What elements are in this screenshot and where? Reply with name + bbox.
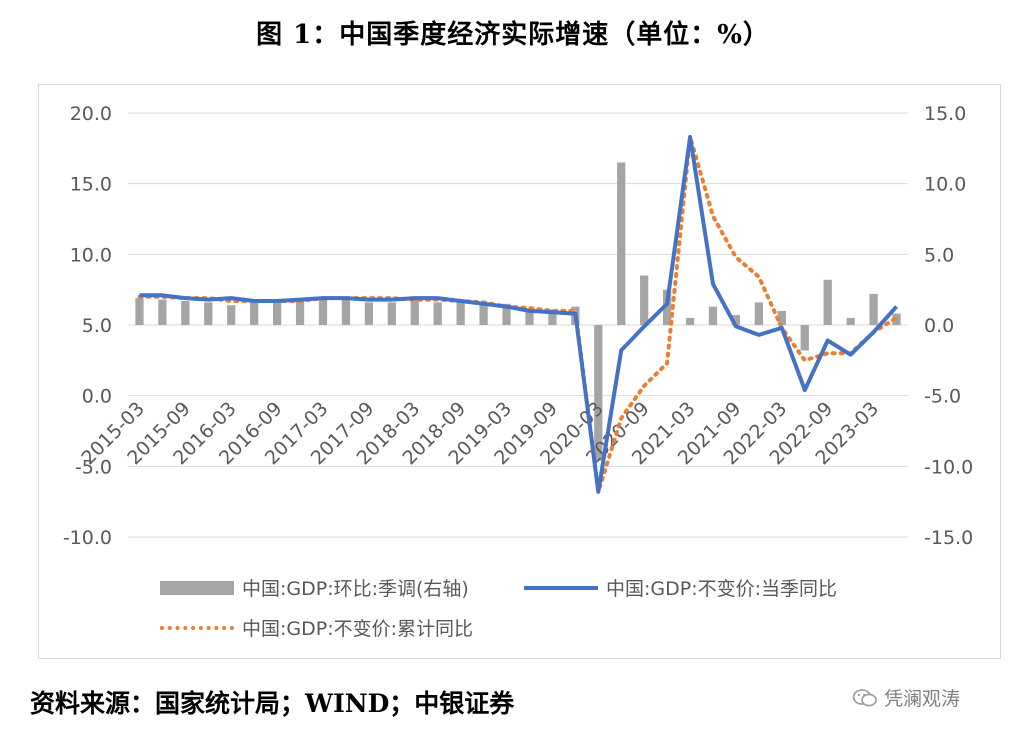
legend-label-bars: 中国:GDP:环比:季调(右轴) bbox=[242, 578, 469, 600]
series-line-quarterly bbox=[139, 135, 898, 494]
bar-2018-06 bbox=[433, 302, 442, 325]
bar-2015-09 bbox=[181, 300, 190, 325]
y-right-tick-label: 5.0 bbox=[924, 244, 954, 266]
bar-2021-03 bbox=[685, 317, 695, 325]
legend-swatch-cumulative bbox=[160, 625, 234, 630]
y-left-tick-label: 20.0 bbox=[70, 103, 112, 125]
bar-2020-06 bbox=[617, 162, 626, 325]
bar-2018-12 bbox=[479, 303, 488, 325]
bar-2021-09 bbox=[731, 315, 741, 325]
source-note: 资料来源：国家统计局；WIND；中银证券 bbox=[30, 689, 515, 718]
bar-2022-06 bbox=[800, 325, 809, 351]
bar-2016-03 bbox=[227, 305, 236, 325]
chart-title: 图 1：中国季度经济实际增速（单位：%） bbox=[256, 20, 770, 50]
bar-2018-09 bbox=[456, 302, 465, 325]
legend-swatch-bars bbox=[160, 580, 234, 595]
y-right-tick-label: 0.0 bbox=[924, 315, 954, 337]
y-right-tick-label: -10.0 bbox=[924, 456, 973, 478]
y-right-tick-label: 10.0 bbox=[924, 174, 966, 196]
y-left-tick-label: -5.0 bbox=[75, 456, 112, 478]
bar-2015-06 bbox=[158, 299, 167, 325]
bar-2020-03 bbox=[594, 325, 603, 461]
bar-2021-12 bbox=[754, 302, 764, 325]
watermark-text: 凭澜观涛 bbox=[884, 688, 961, 710]
bar-2021-06 bbox=[708, 306, 718, 325]
bar-2015-03 bbox=[135, 298, 144, 325]
y-left-tick-label: -10.0 bbox=[63, 527, 112, 549]
bar-2022-12 bbox=[846, 317, 855, 325]
legend-swatch-quarterly bbox=[524, 585, 598, 590]
y-left-tick-label: 0.0 bbox=[82, 386, 112, 408]
wechat-icon bbox=[852, 688, 877, 706]
legend-label-quarterly: 中国:GDP:不变价:当季同比 bbox=[606, 578, 838, 600]
y-left-tick-label: 15.0 bbox=[70, 174, 112, 196]
legend-item-bars: 中国:GDP:环比:季调(右轴) bbox=[160, 574, 469, 601]
y-right-tick-label: -15.0 bbox=[924, 527, 973, 549]
bar-2017-03 bbox=[318, 299, 328, 325]
bar-2019-09 bbox=[548, 309, 557, 325]
bar-2016-06 bbox=[250, 299, 259, 325]
y-left-tick-label: 5.0 bbox=[82, 315, 112, 337]
bar-2016-09 bbox=[272, 300, 282, 325]
bar-2017-09 bbox=[364, 302, 374, 325]
y-left-tick-label: 10.0 bbox=[70, 244, 112, 266]
bar-2023-03 bbox=[869, 293, 878, 325]
bar-2016-12 bbox=[295, 300, 305, 325]
legend-label-cumulative: 中国:GDP:不变价:累计同比 bbox=[242, 618, 474, 640]
legend-item-quarterly: 中国:GDP:不变价:当季同比 bbox=[524, 574, 837, 601]
y-right-tick-label: 15.0 bbox=[924, 103, 966, 125]
bar-2022-03 bbox=[777, 310, 786, 325]
bar-2019-03 bbox=[502, 303, 511, 325]
legend-item-cumulative: 中国:GDP:不变价:累计同比 bbox=[160, 614, 473, 641]
bar-2017-12 bbox=[387, 302, 396, 325]
bar-2018-03 bbox=[410, 299, 419, 325]
watermark: 凭澜观涛 bbox=[852, 684, 960, 711]
bar-2020-09 bbox=[640, 275, 649, 325]
bar-2020-12 bbox=[662, 289, 672, 325]
bar-2019-06 bbox=[525, 309, 534, 325]
y-right-tick-label: -5.0 bbox=[924, 386, 961, 408]
chart-frame bbox=[38, 84, 1001, 659]
bar-2015-12 bbox=[204, 302, 213, 325]
bar-2017-06 bbox=[341, 299, 351, 325]
bar-2022-09 bbox=[823, 279, 832, 325]
